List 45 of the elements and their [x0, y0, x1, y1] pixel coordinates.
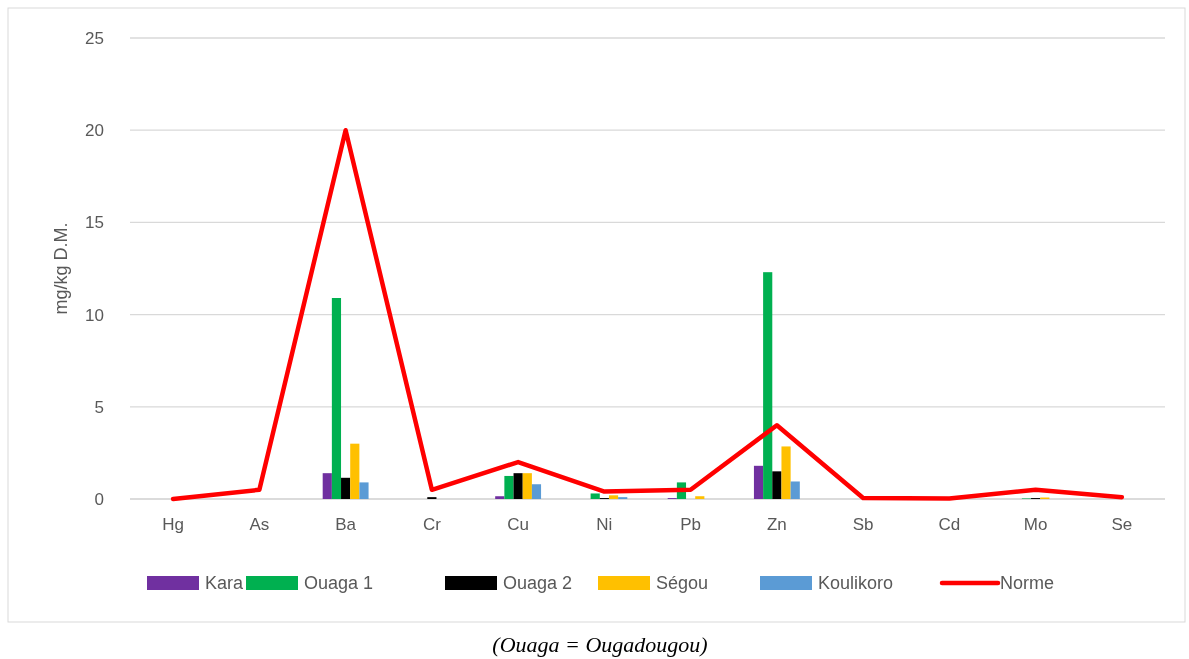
x-tick-label: Cd — [938, 515, 961, 534]
legend-label: Kara — [205, 573, 245, 594]
bar — [531, 484, 542, 499]
x-tick-label: Hg — [162, 515, 184, 534]
bar — [772, 471, 782, 499]
text: (Ouaga = Ougadougou) — [492, 632, 708, 657]
x-tick-label: Cu — [507, 515, 529, 534]
legend-label: Ouaga 1 — [304, 573, 374, 594]
bar — [513, 473, 523, 499]
y-tick-label: 15 — [85, 213, 104, 233]
x-tick-label: Cr — [422, 515, 442, 534]
bar — [790, 481, 800, 499]
legend-label: Koulikoro — [818, 573, 894, 594]
bar — [590, 493, 600, 499]
x-tick-label: Pb — [680, 515, 702, 534]
bar — [763, 272, 773, 499]
x-tick-label: As — [249, 515, 270, 534]
legend-label: Norme — [1000, 573, 1055, 594]
bar — [495, 496, 505, 499]
bar — [522, 473, 532, 499]
y-tick-label: 25 — [85, 28, 104, 48]
x-tick-label: Zn — [766, 515, 787, 534]
legend-label: Ségou — [656, 573, 709, 594]
bar — [753, 465, 764, 499]
bar — [341, 477, 351, 499]
bar — [359, 482, 369, 499]
bar — [504, 475, 514, 499]
bar — [331, 298, 342, 499]
y-axis-title: mg/kg D.M. — [51, 222, 71, 315]
y-tick-label: 20 — [85, 121, 104, 141]
y-tick-label: 10 — [85, 305, 104, 325]
bar — [350, 443, 360, 499]
legend-label: Ouaga 2 — [503, 573, 573, 594]
y-tick-label: 0 — [94, 489, 104, 509]
x-tick-label: Sb — [852, 515, 874, 534]
line-series — [170, 127, 1125, 502]
bar — [695, 496, 705, 499]
y-tick-label: 5 — [94, 397, 104, 417]
bar — [781, 446, 791, 499]
bar — [608, 495, 619, 499]
bar — [322, 473, 332, 499]
x-tick-label: Se — [1111, 515, 1133, 534]
x-tick-label: Ba — [335, 515, 357, 534]
x-tick-label: Ni — [596, 515, 613, 534]
x-tick-label: Mo — [1023, 515, 1048, 534]
